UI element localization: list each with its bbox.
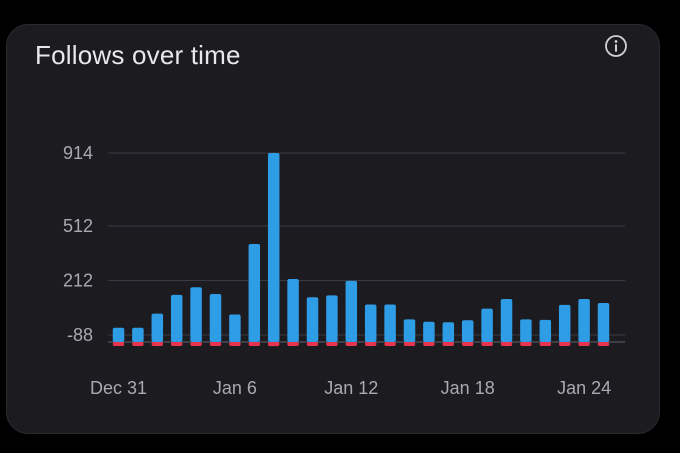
x-tick-label: Jan 18 [441,378,495,398]
bar-follows [442,322,455,342]
bar-follows [384,304,396,342]
bar-unfollows [461,342,474,346]
bar-unfollows [481,342,493,346]
bar-unfollows [267,342,280,347]
y-tick-label: 914 [63,143,93,163]
bar-unfollows [403,342,416,346]
bar-unfollows [384,342,396,346]
bar-follows [209,293,222,342]
bar-follows [287,279,299,342]
bar-follows [267,153,280,342]
bar-unfollows [151,342,164,346]
info-icon[interactable] [605,35,627,57]
bar-follows [364,304,377,342]
y-tick-label: 212 [63,271,93,291]
y-tick-label: -88 [67,325,93,345]
bar-follows [578,299,590,342]
x-tick-label: Jan 24 [557,378,611,398]
bar-unfollows [500,342,513,346]
bar-follows [500,299,513,342]
bar-follows [520,319,532,342]
bar-follows [481,308,493,342]
bar-unfollows [423,342,435,346]
bar-follows [326,295,338,342]
bar-unfollows [287,342,299,346]
y-tick-label: 512 [63,216,93,236]
bar-follows [539,319,552,342]
bar-unfollows [170,342,183,346]
bar-follows [597,303,610,342]
bar-unfollows [248,342,261,346]
bar-unfollows [132,342,144,346]
bar-follows [345,280,358,342]
bar-unfollows [364,342,377,346]
bar-follows [112,327,125,342]
bar-follows [132,327,144,342]
card-title: Follows over time [35,40,241,70]
bar-unfollows [442,342,455,346]
bar-unfollows [112,342,125,346]
follows-card [6,24,660,434]
bar-unfollows [326,342,338,346]
bar-unfollows [209,342,222,346]
bar-follows [403,319,416,342]
bar-follows [558,304,571,342]
bar-follows [170,294,183,342]
x-tick-label: Dec 31 [90,378,147,398]
bar-follows [190,287,202,342]
bar-follows [461,320,474,342]
bar-unfollows [558,342,571,346]
bar-follows [248,244,261,342]
bar-follows [229,314,241,342]
x-tick-label: Jan 12 [324,378,378,398]
bar-unfollows [190,342,202,346]
bar-unfollows [597,342,610,346]
bar-unfollows [345,342,358,346]
bar-unfollows [539,342,552,346]
bar-follows [151,313,164,342]
bar-unfollows [306,342,319,346]
bar-unfollows [229,342,241,346]
bar-follows [423,321,435,342]
bar-unfollows [520,342,532,346]
x-tick-label: Jan 6 [213,378,257,398]
bar-follows [306,297,319,342]
bar-unfollows [578,342,590,346]
